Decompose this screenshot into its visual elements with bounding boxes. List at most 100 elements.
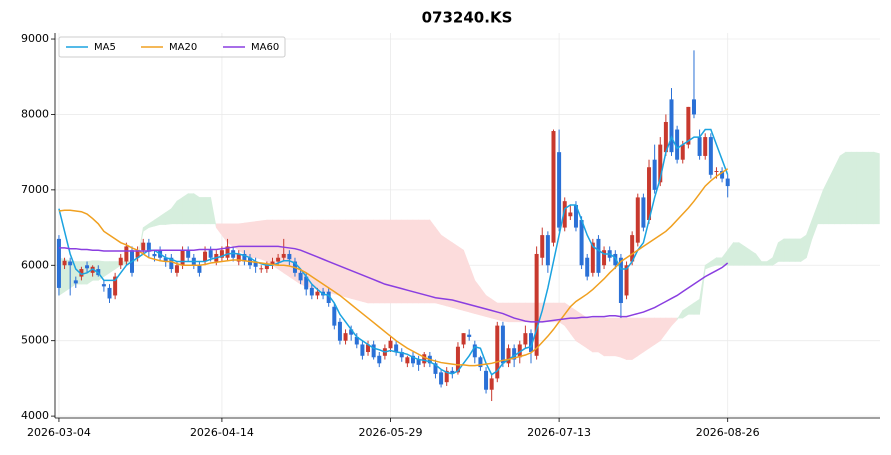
candle-body [562,201,567,228]
candle-body [242,253,247,262]
candle-body [630,235,635,262]
cloud-segment [693,298,700,315]
candle-body [146,242,151,252]
cloud-segment [384,219,391,304]
candle-body [635,197,640,243]
x-tick-label: 2026-08-26 [696,426,760,439]
candle-body [725,178,730,187]
cloud-segment [429,219,436,304]
candle-body [669,99,674,153]
candle-body [472,344,477,358]
candle-body [85,265,90,269]
cloud-segment [783,238,790,262]
cloud-segment [654,317,661,346]
cloud-segment [395,219,403,304]
cloud-segment [255,220,262,260]
candle-body [697,137,702,156]
candle-body [545,235,550,266]
cloud-segment [626,317,633,360]
cloud-segment [710,257,717,268]
candle-body [602,250,607,266]
candle-body [641,197,646,228]
cloud-segment [418,219,425,304]
cloud-segment [682,306,689,319]
cloud-segment [794,238,802,262]
y-tick-label: 6000 [21,258,49,271]
cloud-segment [547,302,554,323]
candle-body [225,246,230,258]
candle-body [174,265,179,273]
candle-body [624,265,629,296]
cloud-segment [648,317,655,349]
cloud-segment [811,204,818,239]
candle-body [354,336,359,345]
candle-body [714,171,719,173]
cloud-segment [412,219,419,304]
cloud-segment [839,151,847,225]
cloud-segment [457,245,464,311]
cloud-segment [603,317,610,357]
candle-body [686,106,691,145]
candle-body [416,359,421,365]
cloud-segment [176,196,183,225]
candle-body [259,268,264,270]
candle-body [410,355,415,364]
candle-body [304,276,309,290]
cloud-segment [367,219,374,304]
candle-body [399,352,404,358]
cloud-segment [643,317,650,353]
cloud-segment [334,219,341,296]
candle-body [579,220,584,266]
cloud-segment [322,219,329,293]
candle-body [568,212,573,217]
candle-body [315,291,320,296]
candle-body [585,257,590,277]
candle-body [219,250,224,258]
cloud-segment [435,226,442,305]
legend-label: MA5 [94,42,116,53]
cloud-segment [423,219,431,304]
candle-body [68,261,73,266]
cloud-segment [508,302,515,323]
candle-body [141,242,146,251]
cloud-segment [159,211,167,225]
cloud-segment [249,221,256,259]
cloud-segment [221,223,228,244]
candle-body [203,251,208,262]
cloud-segment [109,261,116,274]
candle-body [169,257,174,270]
candle-body [197,265,202,273]
legend-label: MA60 [251,42,279,53]
cloud-segment [789,238,796,262]
candle-body [495,325,500,379]
cloud-segment [491,298,498,320]
cloud-segment [688,302,695,315]
candle-body [388,340,393,349]
candle-body [309,287,314,296]
cloud-segment [373,219,380,304]
candle-body [444,370,449,383]
candle-body [658,144,663,183]
cloud-segment [845,151,852,225]
x-tick-label: 2026-05-29 [359,426,423,439]
candle-body [208,250,213,258]
candle-body [523,333,528,345]
cloud-segment [738,242,745,266]
y-tick-label: 9000 [21,32,49,45]
cloud-segment [452,242,459,310]
candle-body [343,333,348,341]
candle-body [613,253,618,266]
cloud-segment [716,257,723,266]
cloud-segment [210,197,217,228]
cloud-segment [862,151,869,225]
ma-line [58,168,729,367]
cloud-segment [142,223,150,232]
legend-box [58,36,286,58]
cloud-segment [474,279,481,316]
cloud-segment [586,317,594,353]
cloud-segment [828,167,835,225]
candle-body [439,372,444,385]
cloud-segment [440,234,448,307]
cloud-segment [165,208,172,225]
candle-body [79,269,84,277]
